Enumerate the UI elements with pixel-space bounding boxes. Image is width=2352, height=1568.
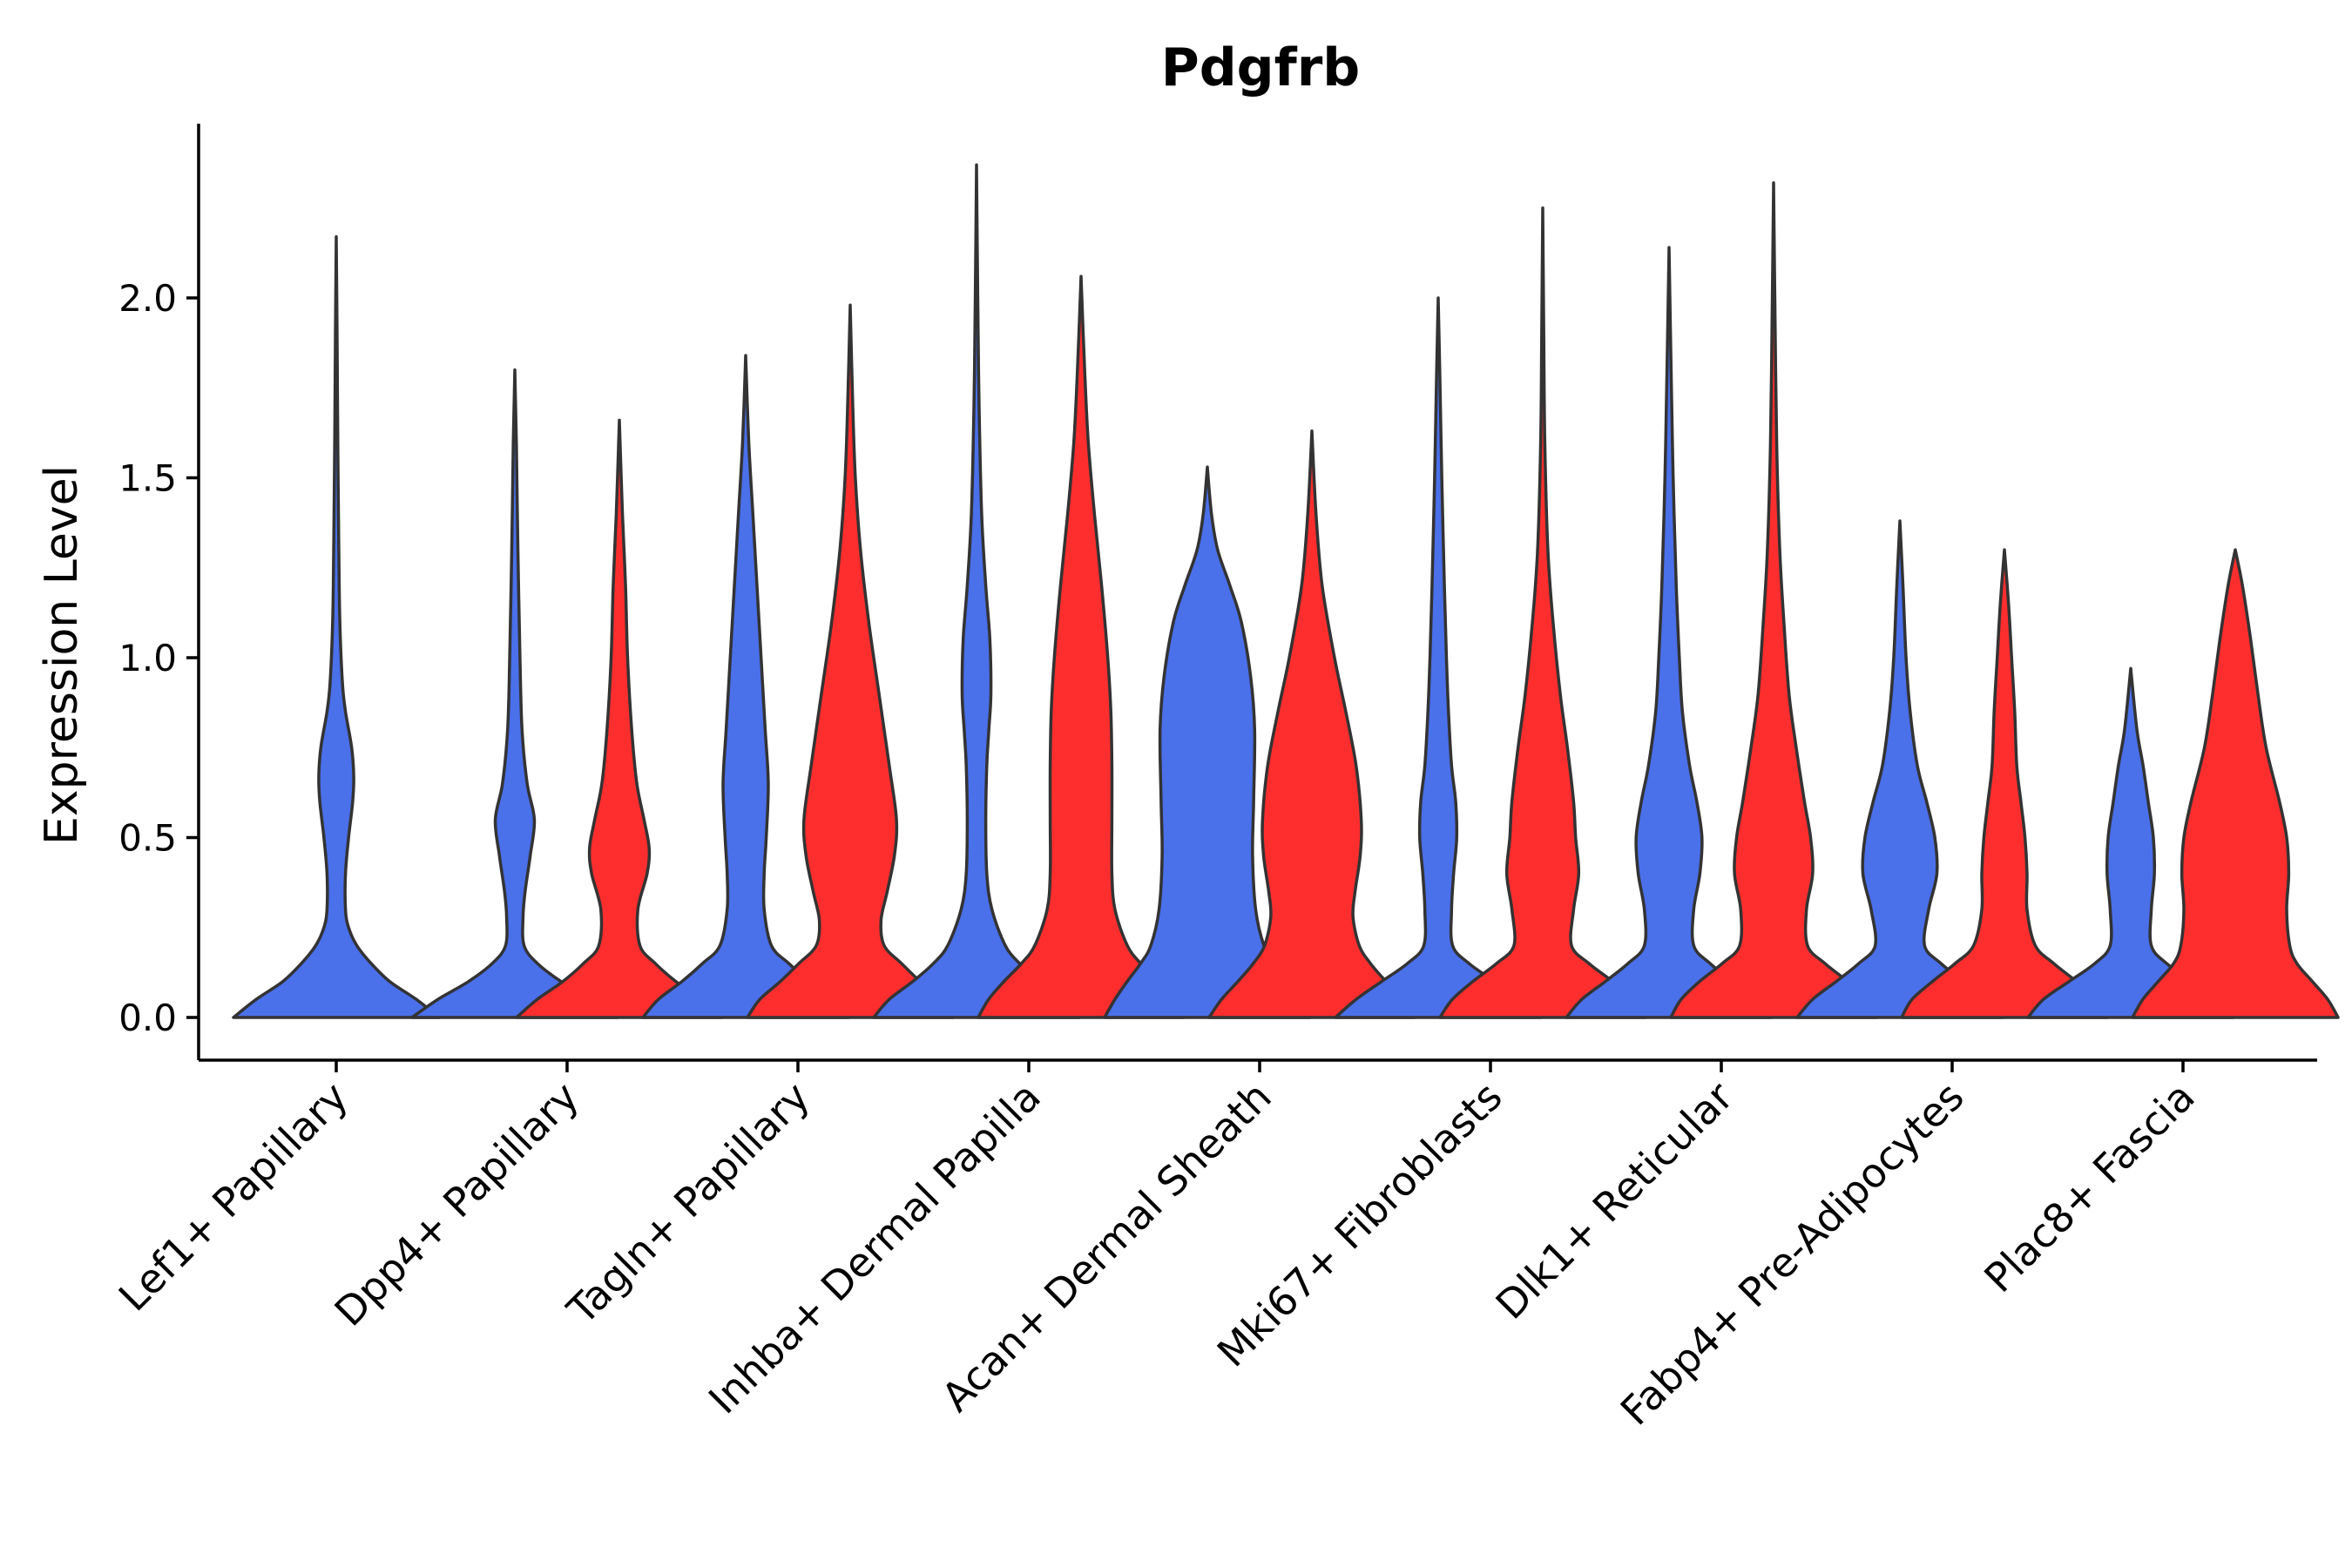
x-tick-label: Tagln+ Papillary: [558, 1073, 819, 1335]
axes-layer: [197, 124, 2317, 1062]
y-tick-label: 0.5: [118, 817, 177, 860]
y-tick-label: 0.0: [118, 997, 177, 1039]
violin-group-red-1: [515, 418, 724, 1019]
violin-group-blue-0: [232, 235, 441, 1019]
violin-group-red-5: [1438, 206, 1647, 1019]
y-axis-label: Expression Level: [36, 465, 88, 845]
x-tick-label: Lef1+ Papillary: [110, 1073, 357, 1321]
violin-group-blue-1: [410, 368, 619, 1019]
y-tick-label: 1.5: [118, 457, 177, 500]
violin-group-red-2: [746, 303, 955, 1019]
violin-group-blue-7: [1795, 519, 2004, 1019]
violin-group-red-8: [2131, 548, 2340, 1019]
x-tick-label: Plac8+ Fascia: [1975, 1073, 2203, 1301]
chart-title: Pdgfrb: [1161, 37, 1361, 98]
x-tick-label: Dpp4+ Papillary: [326, 1073, 588, 1335]
violin-layer: [232, 163, 2340, 1019]
violin-group-blue-5: [1334, 296, 1543, 1019]
violin-group-blue-8: [2026, 666, 2235, 1019]
y-tick-label: 2.0: [118, 277, 177, 320]
violin-group-blue-2: [641, 354, 850, 1019]
violin-group-red-4: [1207, 429, 1416, 1019]
violin-group-red-3: [977, 274, 1186, 1019]
violin-group-blue-3: [872, 163, 1081, 1019]
y-tick-label: 1.0: [118, 637, 177, 679]
violin-group-red-7: [1900, 548, 2109, 1019]
x-tick-label: Dlk1+ Reticular: [1487, 1073, 1742, 1328]
violin-group-red-6: [1669, 181, 1878, 1019]
violin-group-blue-6: [1565, 246, 1774, 1019]
violin-group-blue-4: [1103, 465, 1312, 1019]
